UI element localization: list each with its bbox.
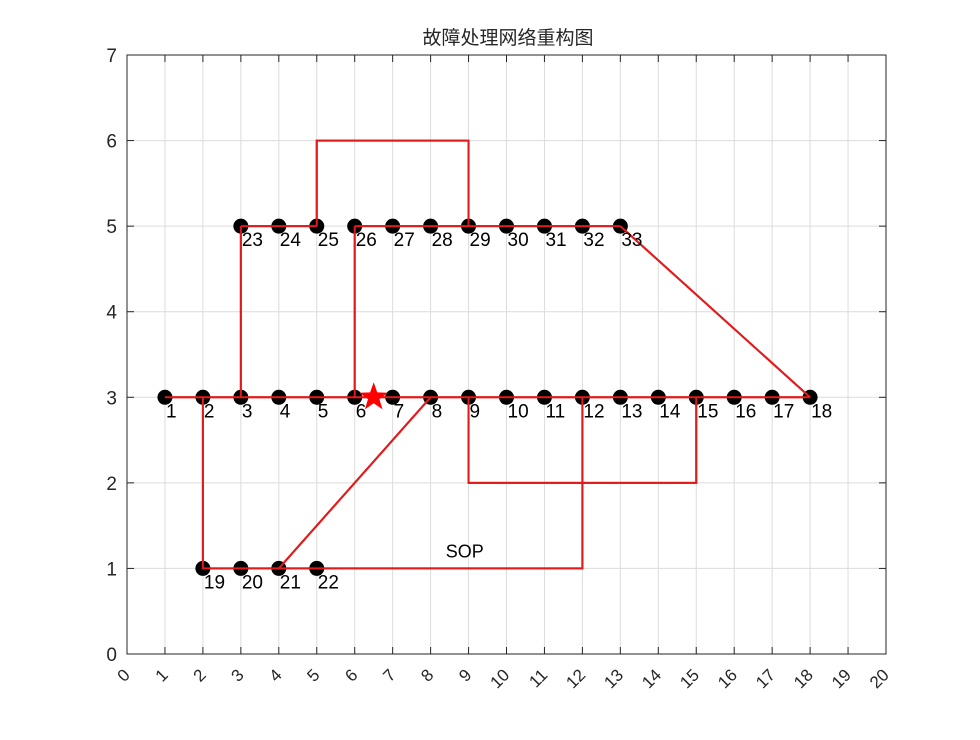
x-tick-label: 10: [487, 665, 514, 692]
network-line: [278, 396, 432, 570]
x-tick-label: 6: [341, 665, 361, 685]
node-label: 12: [583, 401, 604, 422]
node-label: 2: [204, 401, 215, 422]
node-label: 6: [356, 401, 367, 422]
x-tick-label: 20: [866, 665, 893, 692]
node-label: 27: [394, 230, 415, 251]
x-tick-label: 7: [379, 665, 399, 685]
node-label: 32: [583, 230, 604, 251]
x-tick-label: 1: [152, 665, 172, 685]
node-label: 10: [508, 401, 529, 422]
node-label: 29: [470, 230, 491, 251]
node-label: 5: [318, 401, 329, 422]
node-label: 9: [470, 401, 481, 422]
node-label: 14: [659, 401, 681, 422]
y-tick-label: 6: [106, 132, 117, 153]
x-tick-label: 8: [417, 665, 437, 685]
y-tick-label: 1: [106, 559, 117, 580]
sop-label: SOP: [446, 541, 484, 561]
x-axis: 0 1 2 3 4 5 6 7 8 9 10 11 12 13 14 15 16 17 18 19 20: [114, 55, 893, 692]
x-tick-label: 4: [265, 665, 285, 685]
x-tick-label: 3: [228, 665, 248, 685]
x-tick-label: 19: [828, 665, 855, 692]
x-tick-label: 15: [676, 665, 703, 692]
node-label: 1: [166, 401, 177, 422]
node-label: 19: [204, 572, 225, 593]
node-label: 28: [432, 230, 453, 251]
x-tick-label: 2: [190, 665, 210, 685]
node-label: 7: [394, 401, 405, 422]
x-tick-label: 17: [752, 665, 779, 692]
x-tick-label: 14: [638, 665, 665, 692]
node-label: 33: [621, 230, 642, 251]
node-label: 21: [280, 572, 301, 593]
node-label: 4: [280, 401, 291, 422]
network-lines-overlay: [164, 139, 811, 570]
network-line: [315, 139, 470, 227]
node-label: 3: [242, 401, 253, 422]
annotations: SOP: [446, 541, 484, 561]
node-label: 16: [735, 401, 756, 422]
node-label: 24: [280, 230, 302, 251]
node-label: 25: [318, 230, 339, 251]
x-tick-label: 18: [790, 665, 817, 692]
fault-marker: [359, 382, 388, 410]
node-label: 26: [356, 230, 377, 251]
y-tick-label: 5: [106, 217, 117, 238]
y-tick-label: 0: [106, 645, 117, 666]
x-tick-label: 9: [455, 665, 475, 685]
node-label: 11: [545, 401, 565, 422]
x-tick-label: 11: [525, 665, 551, 691]
node-label: 13: [621, 401, 642, 422]
node-label: 18: [811, 401, 832, 422]
y-tick-label: 4: [106, 303, 117, 324]
x-tick-label: 13: [600, 665, 627, 692]
node-label: 17: [773, 401, 794, 422]
node-label: 31: [545, 230, 566, 251]
x-tick-label: 16: [714, 665, 741, 692]
y-tick-label: 3: [106, 388, 117, 409]
node-label: 30: [508, 230, 529, 251]
fault-star-icon: [359, 382, 388, 410]
node-label: 22: [318, 572, 339, 593]
node-label: 23: [242, 230, 263, 251]
x-tick-label: 12: [562, 665, 589, 692]
network-line: [619, 225, 811, 399]
y-tick-label: 7: [106, 46, 117, 67]
x-tick-label: 5: [303, 665, 323, 685]
x-tick-label: 0: [114, 665, 134, 685]
node-label: 15: [697, 401, 718, 422]
network-lines: [164, 139, 811, 570]
y-tick-label: 2: [106, 474, 117, 495]
network-line: [467, 397, 698, 484]
node-label: 8: [432, 401, 443, 422]
chart-title: 故障处理网络重构图: [422, 27, 593, 49]
node-label: 20: [242, 572, 263, 593]
